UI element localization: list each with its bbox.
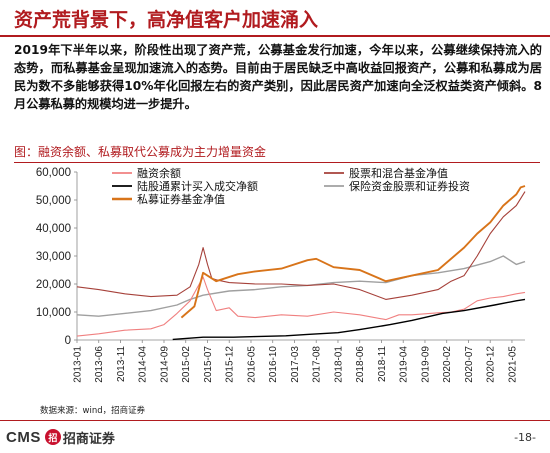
chart-lines [76,185,526,341]
y-tick-label: 50,000 [36,195,71,207]
logo-cn-text: 招商证券 [62,431,115,447]
x-tick-label: 2020-12 [486,346,497,383]
x-tick-label: 2020-07 [464,346,475,383]
title-divider [0,35,550,37]
caption-divider [14,162,540,163]
slide-title: 资产荒背景下，高净值客户加速涌入 [14,9,319,31]
x-tick-label: 2019-09 [420,346,431,383]
x-tick-label: 2018-06 [355,346,366,383]
x-tick-label: 2016-05 [246,346,257,383]
x-tick-label: 2019-04 [399,346,410,383]
x-tick-label: 2015-12 [225,346,236,383]
legend-label-financing: 融资余额 [137,166,181,180]
series-line-financing [76,276,526,337]
series-line-insurance [76,255,526,317]
x-tick-label: 2015-02 [181,346,192,383]
x-tick-label: 2020-02 [442,346,453,383]
y-tick-label: 30,000 [36,251,71,263]
y-tick-label: 0 [65,335,71,347]
x-tick-label: 2021-05 [507,346,518,383]
legend-label-northbound: 陆股通累计买入成交净额 [137,179,258,193]
x-tick-label: 2014-09 [159,346,170,383]
y-axis: 0 10,000 20,000 30,000 40,000 50,000 60,000 [36,167,78,347]
page-number: -18- [514,431,536,444]
series-line-private [180,185,526,319]
source-note: 数据来源：wind，招商证券 [40,406,146,416]
x-tick-label: 2015-07 [203,346,214,383]
series-line-northbound [172,298,526,341]
footer-divider [0,420,550,421]
x-tick-label: 2013-01 [73,346,84,383]
x-tick-label: 2013-11 [116,346,127,382]
line-chart: 0 10,000 20,000 30,000 40,000 50,000 60,000 20… [36,166,526,383]
x-tick-label: 2018-11 [377,346,388,382]
logo-latin-text: CMS [6,428,41,446]
x-tick-label: 2016-10 [268,346,279,383]
x-tick-label: 2013-06 [94,346,105,383]
chart-caption: 图：融资余额、私募取代公募成为主力增量资金 [14,145,267,159]
y-tick-label: 10,000 [36,307,71,319]
x-tick-label: 2014-04 [138,346,149,383]
legend-label-private: 私募证券基金净值 [137,192,225,206]
y-tick-label: 40,000 [36,223,71,235]
legend-label-insurance: 保险资金股票和证券投资 [349,179,470,193]
logo-mark-icon: 招 [44,429,61,445]
y-tick-label: 60,000 [36,167,71,179]
series-line-equity_funds [76,191,526,300]
y-tick-label: 20,000 [36,279,71,291]
x-tick-label: 2017-08 [312,346,323,383]
body-paragraph: 2019年下半年以来，阶段性出现了资产荒，公募基金发行加速，今年以来，公募继续保… [14,43,542,111]
x-tick-label: 2017-03 [290,346,301,383]
company-logo: CMS 招 招商证券 [6,425,115,449]
x-axis: 2013-01 2013-06 2013-11 2014-04 2014-09 2015-… [73,339,525,383]
x-tick-label: 2018-01 [333,346,344,383]
legend-label-equity_funds: 股票和混合基金净值 [349,166,448,180]
